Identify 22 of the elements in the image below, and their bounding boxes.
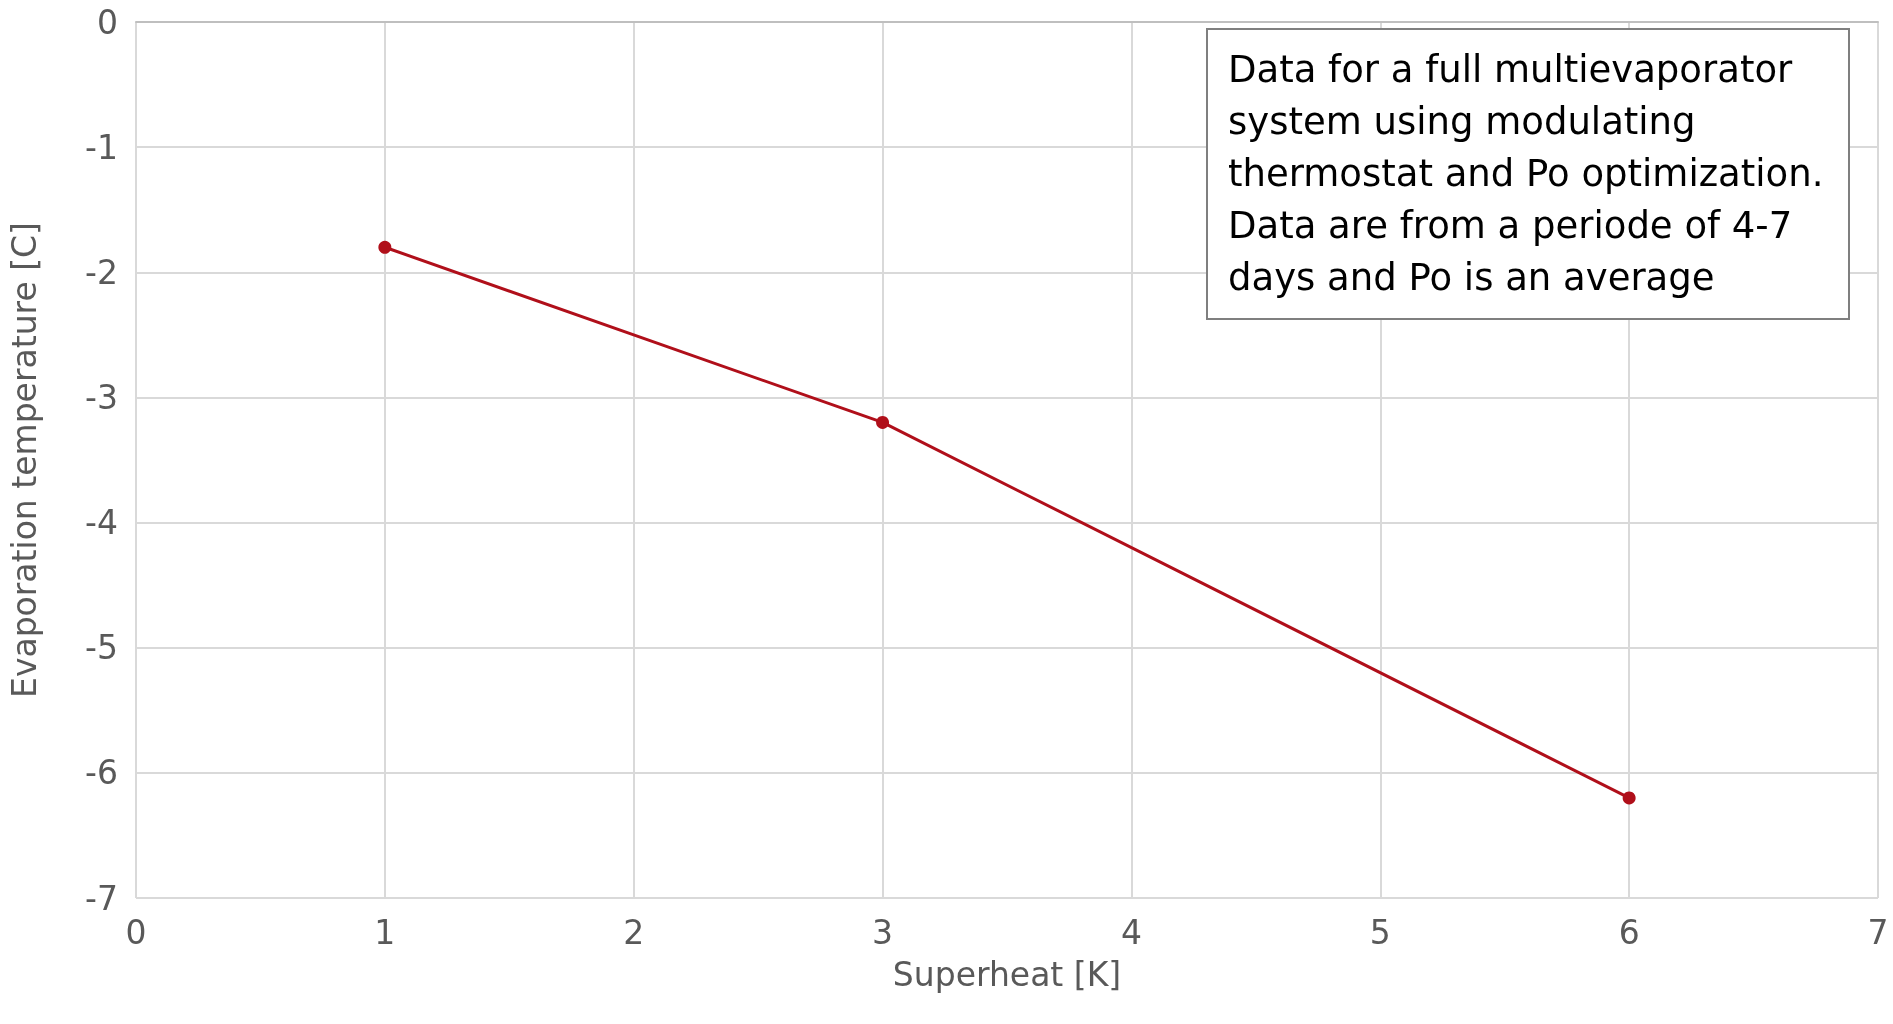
point	[876, 415, 890, 429]
y-tick-label: -7	[85, 878, 118, 918]
point	[1622, 791, 1636, 805]
x-tick-label: 0	[125, 913, 147, 952]
x-tick-label: 5	[1369, 913, 1391, 952]
y-tick-label: -1	[85, 127, 118, 167]
x-tick-label: 4	[1120, 913, 1142, 952]
x-tick-label: 7	[1867, 913, 1889, 952]
x-tick-label: 2	[623, 913, 645, 952]
point	[378, 240, 392, 254]
y-axis-title: Evaporation temperature [C]	[5, 222, 44, 698]
x-tick-label: 1	[374, 913, 396, 952]
x-tick-label: 6	[1618, 913, 1640, 952]
y-tick-label: -2	[85, 252, 118, 292]
text-box: Data for a full multievaporator system using modulating thermostat and Po optimization. Data are from a periode of 4-7 days and Po is an average	[1206, 28, 1850, 320]
y-tick-label: -3	[85, 377, 118, 417]
y-tick-label: -5	[85, 628, 118, 668]
y-tick-label: -6	[85, 753, 118, 793]
y-tick-label: 0	[97, 2, 118, 42]
x-tick-label: 3	[872, 913, 894, 952]
y-tick-label: -4	[85, 503, 118, 543]
x-axis-title: Superheat [K]	[892, 955, 1122, 994]
